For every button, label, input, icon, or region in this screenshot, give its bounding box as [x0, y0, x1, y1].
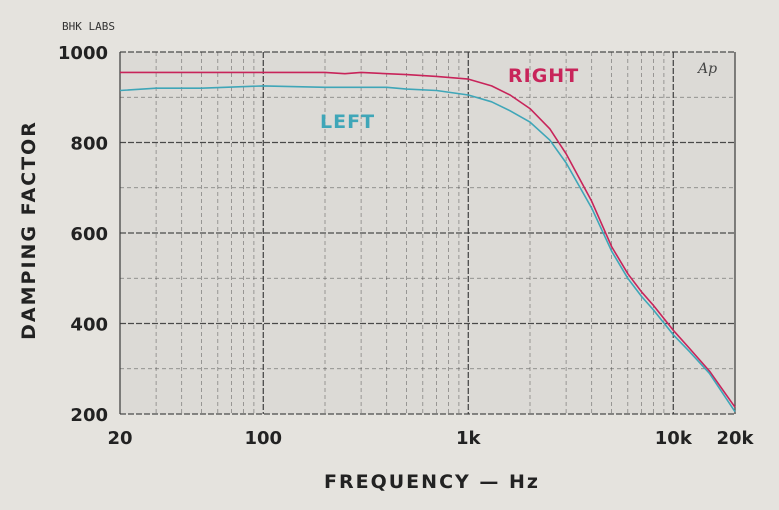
ap-logo-icon: Ap [696, 61, 717, 77]
tick-labels: 20 100 1k 10k 20k 200 400 600 800 1000 [58, 43, 755, 449]
series-line-left [119, 85, 736, 413]
series-layer [119, 71, 736, 413]
x-tick-label: 1k [456, 428, 482, 449]
x-tick-label: 20 [107, 428, 132, 449]
y-tick-label: 1000 [58, 43, 108, 64]
y-tick-label: 200 [70, 405, 108, 426]
series-label-right: RIGHT [508, 65, 579, 87]
credit-label: BHK LABS [62, 20, 115, 33]
major-grid [119, 51, 736, 415]
y-tick-label: 600 [70, 224, 108, 245]
x-tick-label: 100 [244, 428, 282, 449]
y-tick-label: 800 [70, 134, 108, 155]
series-line-right [120, 71, 736, 408]
y-axis-title: DAMPING FACTOR [18, 120, 40, 340]
x-tick-label: 20k [716, 428, 754, 449]
x-axis-title: FREQUENCY — Hz [324, 471, 540, 493]
y-tick-label: 400 [70, 315, 108, 336]
x-tick-label: 10k [655, 428, 693, 449]
series-label-left: LEFT [320, 111, 375, 133]
